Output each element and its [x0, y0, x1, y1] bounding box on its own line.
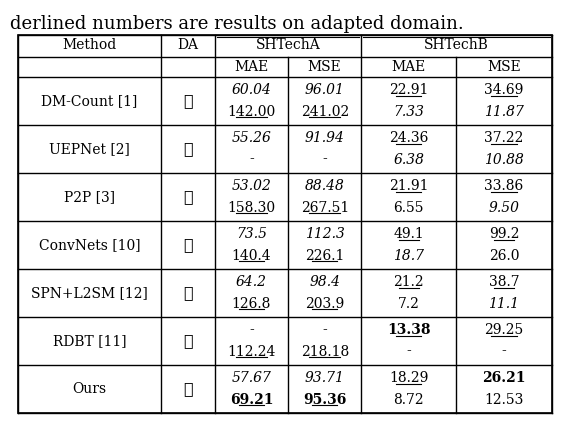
Text: 267.51: 267.51 [301, 201, 349, 215]
Text: 73.5: 73.5 [236, 227, 267, 242]
Text: 218.18: 218.18 [301, 345, 349, 359]
Text: 99.2: 99.2 [488, 227, 519, 242]
Text: 8.72: 8.72 [394, 392, 424, 407]
Text: DM-Count [1]: DM-Count [1] [41, 94, 138, 108]
Text: 142.00: 142.00 [227, 105, 276, 118]
Text: 38.7: 38.7 [488, 275, 519, 290]
Text: SPN+L2SM [12]: SPN+L2SM [12] [31, 286, 148, 300]
Text: P2P [3]: P2P [3] [64, 190, 115, 204]
Text: SHTechB: SHTechB [424, 38, 489, 52]
Text: ✓: ✓ [183, 237, 193, 253]
Text: 69.21: 69.21 [229, 392, 273, 407]
Text: 53.02: 53.02 [232, 180, 272, 194]
Text: SHTechA: SHTechA [255, 38, 320, 52]
Text: ✗: ✗ [183, 140, 193, 158]
Text: 21.2: 21.2 [394, 275, 424, 290]
Text: 91.94: 91.94 [305, 132, 344, 146]
Text: 12.53: 12.53 [484, 392, 524, 407]
Text: 9.50: 9.50 [488, 201, 520, 215]
Text: 93.71: 93.71 [305, 371, 344, 385]
Text: 26.21: 26.21 [482, 371, 525, 385]
Text: 112.3: 112.3 [305, 227, 344, 242]
Text: RDBT [11]: RDBT [11] [53, 334, 126, 348]
Text: 21.91: 21.91 [389, 180, 428, 194]
Text: Method: Method [62, 38, 117, 52]
Text: 95.36: 95.36 [303, 392, 346, 407]
Text: 22.91: 22.91 [389, 84, 428, 97]
Text: 11.87: 11.87 [484, 105, 524, 118]
Text: 140.4: 140.4 [232, 249, 271, 263]
Text: ✓: ✓ [183, 333, 193, 349]
Text: ✓: ✓ [183, 381, 193, 397]
Text: DA: DA [177, 38, 198, 52]
Text: 6.55: 6.55 [394, 201, 424, 215]
Text: 226.1: 226.1 [305, 249, 344, 263]
Text: 18.29: 18.29 [389, 371, 428, 385]
Text: ✗: ✗ [183, 188, 193, 205]
Text: 37.22: 37.22 [484, 132, 524, 146]
Text: 98.4: 98.4 [309, 275, 340, 290]
Bar [17, 35, 552, 413]
Text: 7.33: 7.33 [393, 105, 424, 118]
Text: 57.67: 57.67 [232, 371, 272, 385]
Text: 33.86: 33.86 [484, 180, 524, 194]
Text: -: - [323, 153, 327, 167]
Text: -: - [502, 345, 506, 359]
Text: 18.7: 18.7 [393, 249, 424, 263]
Text: Ours: Ours [72, 382, 106, 396]
Text: MAE: MAE [391, 60, 426, 74]
Text: UEPNet [2]: UEPNet [2] [49, 142, 130, 156]
Text: 203.9: 203.9 [305, 297, 344, 311]
Text: 112.24: 112.24 [227, 345, 276, 359]
Text: MSE: MSE [487, 60, 521, 74]
Text: 55.26: 55.26 [232, 132, 272, 146]
Text: 11.1: 11.1 [488, 297, 520, 311]
Text: -: - [406, 345, 411, 359]
Text: 29.25: 29.25 [484, 323, 524, 337]
Text: ✓: ✓ [183, 285, 193, 301]
Text: MSE: MSE [308, 60, 342, 74]
Text: -: - [249, 323, 254, 337]
Text: 158.30: 158.30 [227, 201, 276, 215]
Text: derlined numbers are results on adapted domain.: derlined numbers are results on adapted … [10, 15, 464, 33]
Text: 60.04: 60.04 [232, 84, 272, 97]
Text: 96.01: 96.01 [305, 84, 344, 97]
Text: 88.48: 88.48 [305, 180, 344, 194]
Text: -: - [323, 323, 327, 337]
Text: 6.38: 6.38 [393, 153, 424, 167]
Text: 241.02: 241.02 [301, 105, 349, 118]
Text: 26.0: 26.0 [488, 249, 519, 263]
Text: 13.38: 13.38 [387, 323, 431, 337]
Text: 24.36: 24.36 [389, 132, 428, 146]
Text: 64.2: 64.2 [236, 275, 267, 290]
Text: 10.88: 10.88 [484, 153, 524, 167]
Text: 7.2: 7.2 [398, 297, 420, 311]
Text: 126.8: 126.8 [232, 297, 271, 311]
Text: 49.1: 49.1 [393, 227, 424, 242]
Text: -: - [249, 153, 254, 167]
Text: MAE: MAE [234, 60, 269, 74]
Text: ConvNets [10]: ConvNets [10] [39, 238, 140, 252]
Text: 34.69: 34.69 [484, 84, 524, 97]
Text: ✗: ✗ [183, 92, 193, 110]
